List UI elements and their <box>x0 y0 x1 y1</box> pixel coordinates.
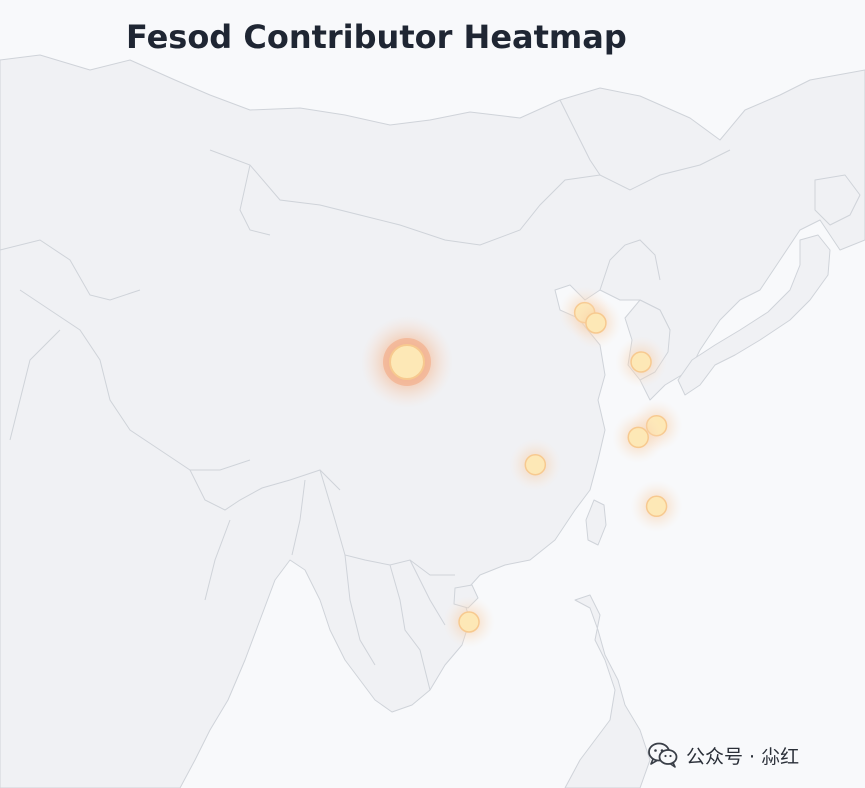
heat-point <box>630 480 683 533</box>
heat-point <box>443 596 496 648</box>
heat-point-core <box>458 611 480 633</box>
country-borders <box>0 99 731 691</box>
heat-point-core <box>627 426 649 449</box>
heat-point <box>612 411 665 464</box>
heat-point-core <box>524 453 547 476</box>
heatmap-layer <box>361 286 683 648</box>
map-title: Fesod Contributor Heatmap <box>126 18 627 56</box>
watermark: 公众号 · 尛红 <box>648 740 799 770</box>
heat-point <box>615 336 668 388</box>
land-philippines <box>564 594 651 788</box>
heat-point <box>509 438 562 491</box>
heat-point-core <box>585 312 607 334</box>
wechat-icon <box>648 742 678 768</box>
heat-point-core <box>645 495 668 518</box>
heat-point <box>361 316 453 408</box>
land-japan <box>677 234 831 396</box>
land-hokkaido <box>814 174 861 226</box>
land-taiwan <box>585 499 607 546</box>
watermark-text: 公众号 · 尛红 <box>686 745 800 768</box>
heat-point-core <box>630 351 652 373</box>
heat-point <box>569 297 622 349</box>
basemap <box>0 54 865 788</box>
land-asia <box>0 54 865 788</box>
heat-point-core <box>389 344 425 380</box>
